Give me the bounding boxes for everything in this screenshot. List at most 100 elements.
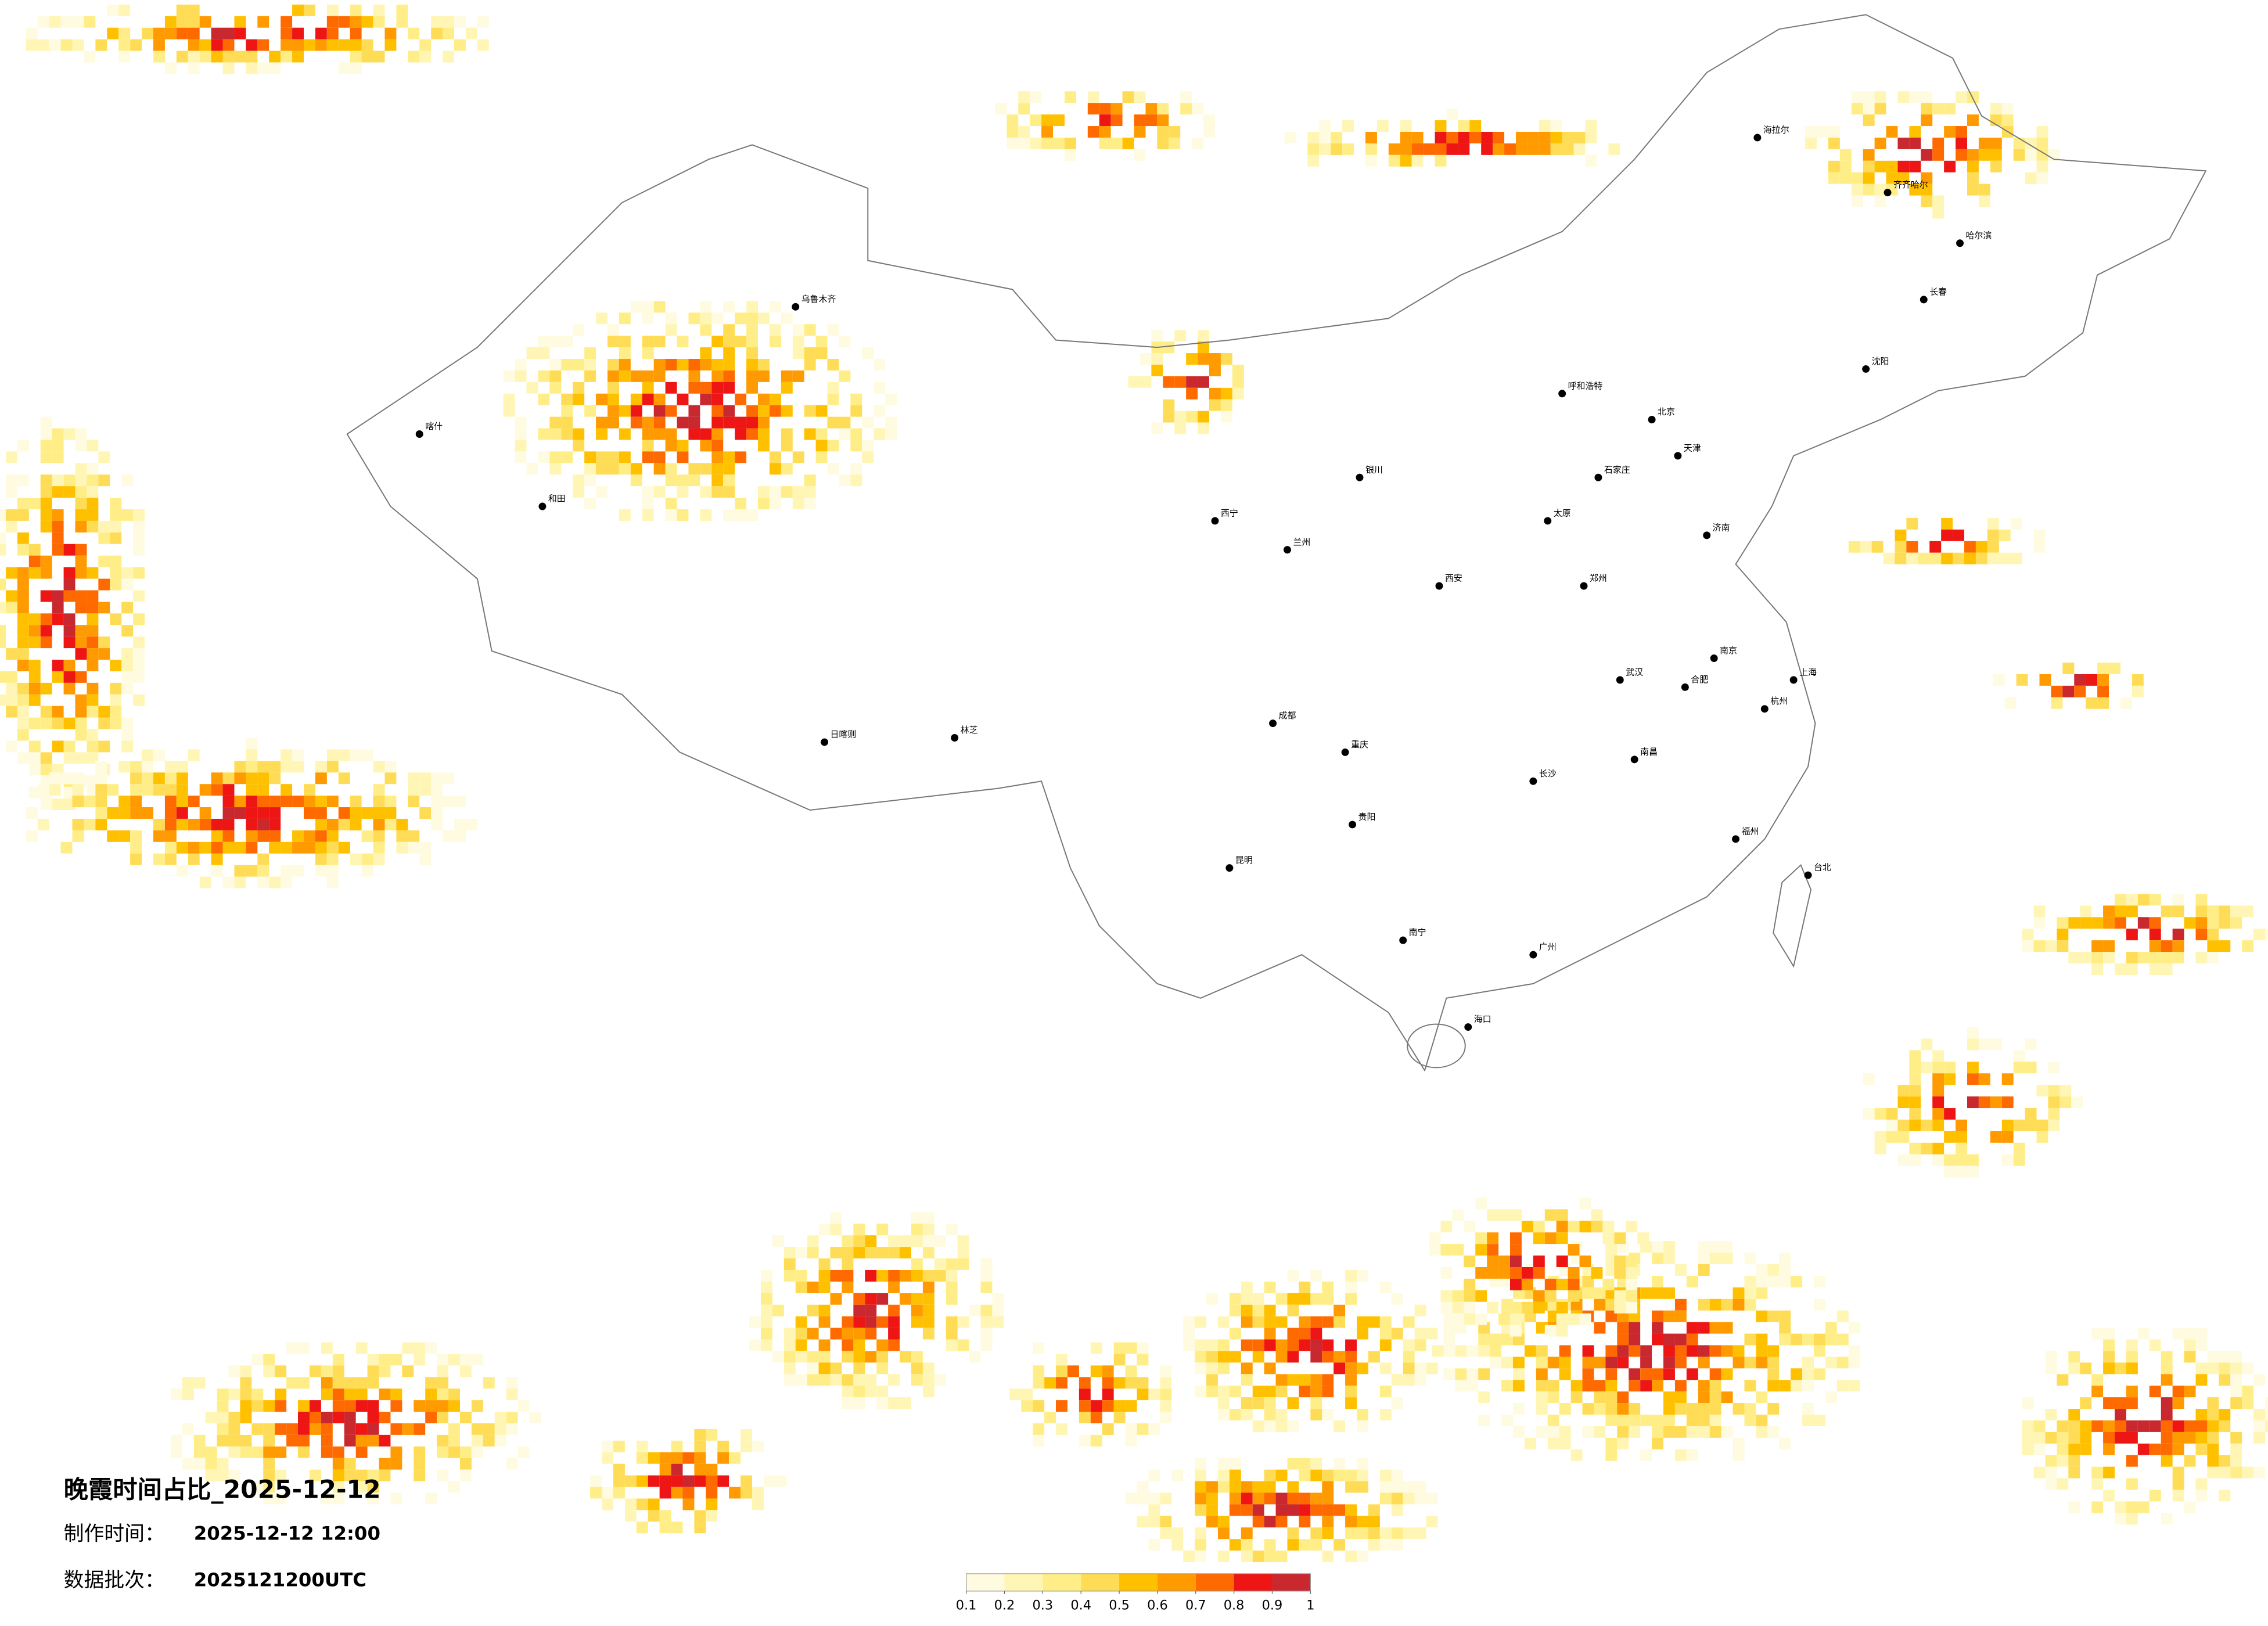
- heat-cell: [1391, 1504, 1403, 1516]
- heat-cell: [87, 498, 99, 510]
- heat-cell: [2230, 1466, 2242, 1478]
- heat-cell: [75, 636, 87, 649]
- heat-cell: [2172, 1386, 2184, 1398]
- heat-cell: [350, 853, 362, 865]
- city-dot: [1804, 871, 1812, 879]
- heat-cell: [246, 841, 258, 854]
- heat-cell: [781, 486, 793, 498]
- heat-cell: [1897, 1154, 1910, 1166]
- heat-cell: [862, 451, 874, 463]
- heat-cell: [1455, 1380, 1467, 1392]
- heat-cell: [2001, 103, 2014, 115]
- heat-cell: [1067, 1365, 1079, 1377]
- heat-cell: [865, 1247, 877, 1259]
- heat-cell: [1446, 109, 1458, 121]
- heat-cell: [326, 876, 339, 888]
- heat-cell: [321, 1446, 333, 1458]
- heat-cell: [1368, 1516, 1380, 1528]
- heat-cell: [275, 1492, 287, 1505]
- heat-cell: [87, 463, 99, 475]
- city-dot: [1732, 835, 1739, 843]
- heat-cell: [769, 301, 781, 313]
- heat-cell: [529, 1412, 541, 1423]
- heat-cell: [1544, 1278, 1557, 1290]
- heat-cell: [807, 1328, 819, 1340]
- heat-cell: [781, 428, 793, 440]
- heat-cell: [1275, 1374, 1288, 1386]
- heat-cell: [390, 1446, 402, 1458]
- heat-cell: [292, 749, 304, 761]
- heat-cell: [1180, 91, 1192, 103]
- heat-cell: [1686, 1333, 1698, 1346]
- heat-cell: [1342, 120, 1354, 132]
- heat-cell: [1403, 1481, 1415, 1493]
- heat-cell: [494, 1412, 506, 1423]
- heat-cell: [700, 312, 712, 325]
- heat-cell: [642, 486, 654, 498]
- heat-cell: [1533, 1290, 1545, 1302]
- heat-cell: [1663, 1357, 1675, 1369]
- heat-cell: [1744, 1415, 1756, 1426]
- heat-cell: [98, 602, 110, 614]
- heat-cell: [1033, 1423, 1045, 1435]
- heat-cell: [911, 1258, 923, 1270]
- heat-cell: [1978, 184, 1990, 196]
- heat-cell: [677, 359, 689, 370]
- heat-cell: [222, 27, 235, 39]
- heat-cell: [2184, 1420, 2196, 1432]
- heat-cell: [2080, 1397, 2092, 1409]
- heat-cell: [176, 4, 188, 16]
- heat-cell: [367, 1365, 379, 1377]
- heat-cell: [1090, 1365, 1102, 1377]
- heat-cell: [1478, 1368, 1490, 1380]
- heat-cell: [1501, 1380, 1513, 1392]
- heat-cell: [561, 393, 573, 405]
- heat-cell: [1414, 1304, 1426, 1316]
- heat-cell: [338, 841, 350, 854]
- heat-cell: [1883, 552, 1895, 564]
- heat-cell: [2219, 1420, 2231, 1432]
- heat-cell: [1744, 1287, 1756, 1299]
- heat-cell: [1909, 1085, 1921, 1097]
- heat-cell: [234, 807, 246, 819]
- city-dot: [1681, 683, 1689, 691]
- heat-cell: [234, 772, 246, 785]
- heat-cell: [1932, 1085, 1944, 1097]
- heat-cell: [1744, 1253, 1756, 1265]
- city-label: 长沙: [1539, 768, 1557, 779]
- heat-cell: [1102, 1400, 1114, 1412]
- heat-cell: [969, 1304, 981, 1316]
- heat-cell: [760, 1269, 772, 1282]
- heat-cell: [1299, 1339, 1311, 1351]
- heat-cell: [2253, 1466, 2266, 1478]
- heat-cell: [1990, 137, 2002, 149]
- colorbar-cell: [1004, 1573, 1043, 1591]
- heat-cell: [425, 1400, 437, 1412]
- heat-cell: [121, 602, 134, 614]
- heat-cell: [1674, 1310, 1687, 1322]
- heat-cell: [980, 1304, 993, 1316]
- heat-cell: [659, 1452, 671, 1464]
- heat-cell: [240, 1434, 252, 1447]
- heat-cell: [688, 428, 700, 440]
- heat-cell: [234, 761, 246, 773]
- heat-cell: [1160, 1516, 1172, 1528]
- heat-cell: [602, 1487, 613, 1499]
- heat-cell: [1443, 1333, 1455, 1346]
- heat-cell: [355, 1388, 368, 1401]
- heat-cell: [1536, 1357, 1548, 1369]
- city-dot: [1710, 654, 1718, 662]
- heat-cell: [1568, 1267, 1580, 1279]
- heat-cell: [1848, 1322, 1860, 1334]
- heat-cell: [1906, 517, 1918, 530]
- heat-cell: [1160, 1365, 1172, 1377]
- heat-cell: [1157, 114, 1169, 127]
- heat-cell: [1090, 1434, 1102, 1447]
- heat-cell: [1275, 1293, 1288, 1305]
- heat-cell: [309, 1400, 321, 1412]
- heat-cell: [2001, 1131, 2014, 1143]
- heat-cell: [1403, 1362, 1415, 1375]
- heat-cell: [182, 1377, 194, 1389]
- heat-cell: [1137, 1423, 1149, 1435]
- heat-cell: [1547, 1391, 1559, 1404]
